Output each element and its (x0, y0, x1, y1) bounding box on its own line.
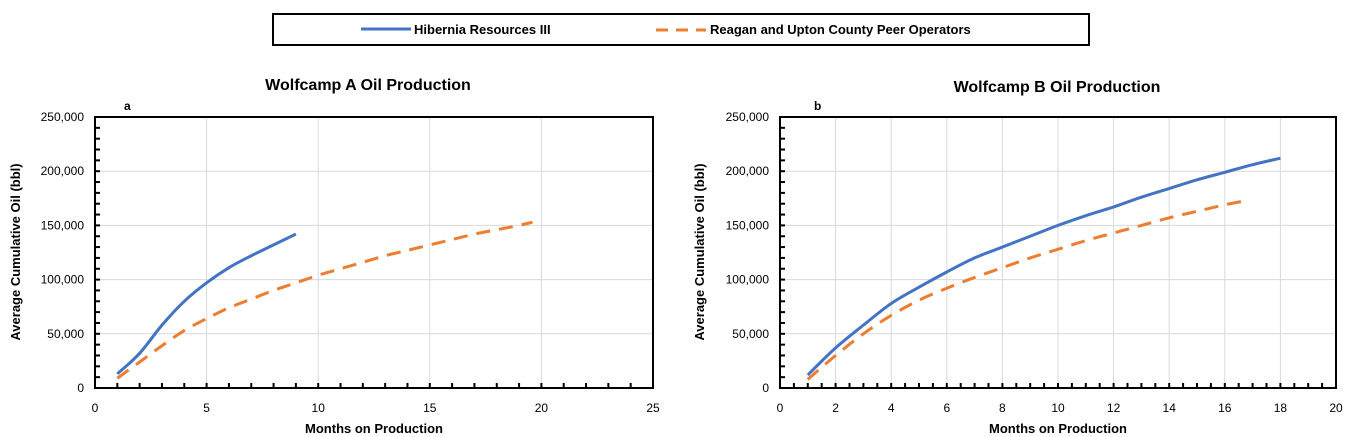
y-tick-label-a: 50,000 (47, 327, 84, 341)
legend: Hibernia Resources III Reagan and Upton … (272, 13, 1090, 46)
x-tick-label-a: 25 (646, 401, 660, 415)
x-tick-label-b: 4 (888, 401, 895, 415)
legend-label-series-1: Hibernia Resources III (414, 22, 551, 37)
x-tick-label-b: 0 (777, 401, 784, 415)
legend-label-series-2: Reagan and Upton County Peer Operators (710, 22, 971, 37)
series-peer-line-b (806, 198, 1248, 381)
panel-letter-a: a (124, 99, 131, 113)
series-hibernia-line-b (806, 156, 1281, 377)
y-tick-label-a: 150,000 (41, 218, 85, 232)
x-tick-label-a: 5 (203, 401, 210, 415)
panel-letter-b: b (814, 99, 821, 113)
y-tick-label-b: 50,000 (732, 327, 769, 341)
chart-title-a: Wolfcamp A Oil Production (265, 77, 471, 94)
x-tick-label-a: 10 (312, 401, 326, 415)
x-tick-label-b: 2 (832, 401, 839, 415)
chart-title-b: Wolfcamp B Oil Production (954, 79, 1161, 96)
x-tick-label-b: 20 (1329, 401, 1343, 415)
y-axis-label-a: Average Cumulative Oil (bbl) (8, 163, 23, 340)
plot-frame-b (779, 116, 1337, 389)
y-tick-label-a: 250,000 (41, 110, 85, 124)
y-tick-label-b: 200,000 (726, 164, 770, 178)
y-tick-label-b: 0 (762, 381, 769, 395)
series-hibernia-line-a (116, 232, 297, 376)
x-tick-label-a: 20 (535, 401, 549, 415)
x-tick-label-b: 8 (999, 401, 1006, 415)
x-tick-label-b: 6 (943, 401, 950, 415)
y-tick-label-b: 250,000 (726, 110, 770, 124)
x-tick-label-b: 18 (1274, 401, 1288, 415)
y-tick-label-a: 100,000 (41, 273, 85, 287)
plot-frame-a (94, 116, 654, 389)
x-tick-label-b: 14 (1163, 401, 1177, 415)
series-peer-line-a (116, 220, 533, 380)
x-tick-label-b: 16 (1218, 401, 1232, 415)
x-tick-label-a: 0 (92, 401, 99, 415)
y-axis-label-b: Average Cumulative Oil (bbl) (692, 163, 707, 340)
x-axis-label-a: Months on Production (305, 421, 443, 436)
y-tick-label-b: 100,000 (726, 273, 770, 287)
x-tick-label-b: 10 (1051, 401, 1065, 415)
y-tick-label-b: 150,000 (726, 218, 770, 232)
x-tick-label-b: 12 (1107, 401, 1121, 415)
chart-panel-b: Wolfcamp B Oil Production b Average Cumu… (692, 79, 1343, 436)
y-tick-label-a: 0 (77, 381, 84, 395)
x-tick-label-a: 15 (423, 401, 437, 415)
y-tick-label-a: 200,000 (41, 164, 85, 178)
chart-panel-a: Wolfcamp A Oil Production a Average Cumu… (8, 77, 660, 436)
x-axis-label-b: Months on Production (989, 421, 1127, 436)
